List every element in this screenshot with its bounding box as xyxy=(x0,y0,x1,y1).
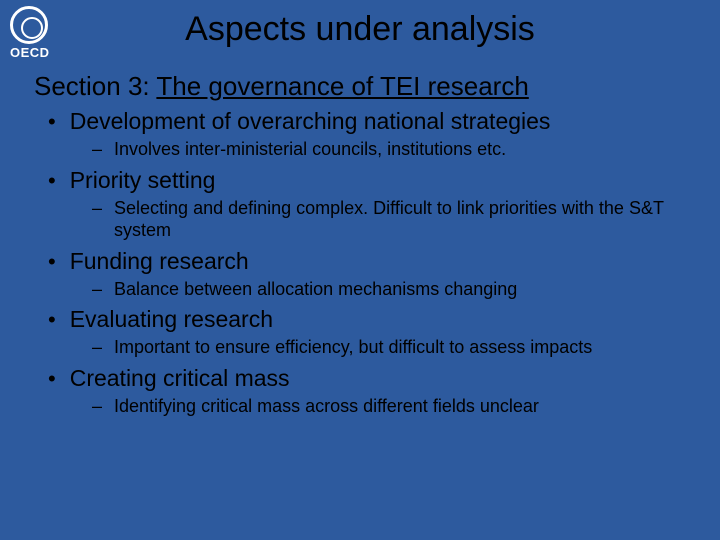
list-item: • Funding research xyxy=(48,248,700,276)
bullet-icon: • xyxy=(48,108,56,136)
logo-text: OECD xyxy=(10,45,72,60)
dash-icon: – xyxy=(92,197,102,219)
sub-text: Involves inter-ministerial councils, ins… xyxy=(114,138,506,161)
bullet-text: Evaluating research xyxy=(70,306,273,334)
dash-icon: – xyxy=(92,336,102,358)
bullet-icon: • xyxy=(48,167,56,195)
list-item: • Creating critical mass xyxy=(48,365,700,393)
logo-circle-icon xyxy=(10,6,48,44)
sub-list-item: – Important to ensure efficiency, but di… xyxy=(92,336,690,359)
section-title: The governance of TEI research xyxy=(156,71,528,101)
bullet-icon: • xyxy=(48,365,56,393)
bullet-icon: • xyxy=(48,248,56,276)
bullet-icon: • xyxy=(48,306,56,334)
sub-text: Balance between allocation mechanisms ch… xyxy=(114,278,517,301)
sub-text: Identifying critical mass across differe… xyxy=(114,395,539,418)
bullet-text: Priority setting xyxy=(70,167,216,195)
sub-list-item: – Involves inter-ministerial councils, i… xyxy=(92,138,690,161)
logo-mark xyxy=(10,6,72,44)
oecd-logo: OECD xyxy=(10,6,72,60)
sub-list-item: – Identifying critical mass across diffe… xyxy=(92,395,690,418)
bullet-text: Development of overarching national stra… xyxy=(70,108,551,136)
section-prefix: Section 3: xyxy=(34,71,156,101)
dash-icon: – xyxy=(92,138,102,160)
bullet-text: Creating critical mass xyxy=(70,365,290,393)
dash-icon: – xyxy=(92,395,102,417)
list-item: • Priority setting xyxy=(48,167,700,195)
sub-text: Important to ensure efficiency, but diff… xyxy=(114,336,592,359)
sub-list-item: – Balance between allocation mechanisms … xyxy=(92,278,690,301)
list-item: • Development of overarching national st… xyxy=(48,108,700,136)
sub-list-item: – Selecting and defining complex. Diffic… xyxy=(92,197,690,242)
sub-text: Selecting and defining complex. Difficul… xyxy=(114,197,690,242)
bullet-text: Funding research xyxy=(70,248,249,276)
slide-title: Aspects under analysis xyxy=(0,0,720,49)
content-list: • Development of overarching national st… xyxy=(34,108,700,417)
list-item: • Evaluating research xyxy=(48,306,700,334)
dash-icon: – xyxy=(92,278,102,300)
section-heading: Section 3: The governance of TEI researc… xyxy=(34,71,720,102)
